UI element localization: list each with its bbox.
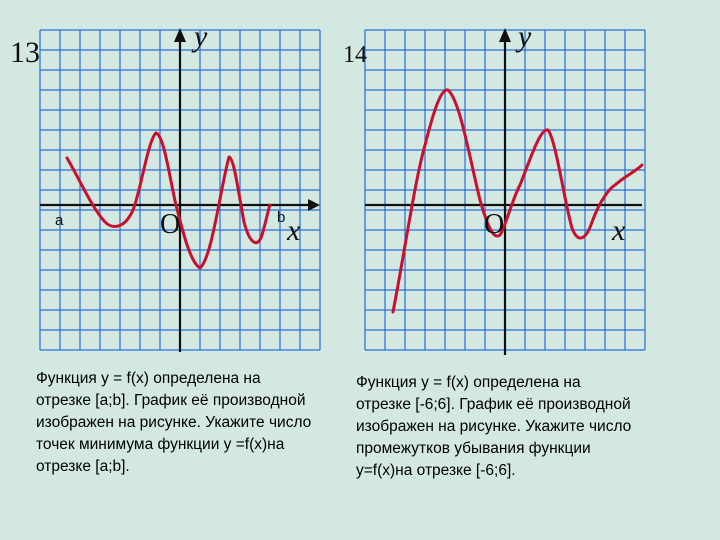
description-13-line: отрезке [a;b].: [36, 458, 130, 475]
origin-label-13: O: [160, 209, 180, 240]
graph-14: 14 y x O: [343, 20, 646, 355]
description-14-line: отрезке [-6;6]. График её производной: [356, 396, 631, 413]
x-axis-label-14: x: [611, 214, 626, 247]
description-13-line: изображен на рисунке. Укажите число: [36, 414, 312, 431]
description-13-line: точек минимума функции y =f(x)на: [36, 436, 285, 453]
y-axis-arrow-13: [174, 28, 186, 42]
description-14-line: Функция y = f(x) определена на: [356, 374, 581, 391]
graph-number-14: 14: [343, 42, 367, 68]
b-label: b: [277, 209, 285, 226]
x-axis-arrow-13: [308, 199, 320, 211]
y-axis-label-13: y: [191, 20, 208, 53]
derivative-curve-13: [65, 131, 272, 270]
x-axis-label-13: x: [286, 214, 301, 247]
description-14-line: промежутков убывания функции: [356, 440, 591, 457]
description-14-line: изображен на рисунке. Укажите число: [356, 418, 632, 435]
origin-label-14: O: [484, 209, 504, 240]
description-13-line: Функция y = f(x) определена на: [36, 370, 261, 387]
description-14-line: y=f(x)на отрезке [-6;6].: [356, 462, 516, 479]
a-label: a: [55, 212, 64, 229]
graph-number-13: 13: [10, 36, 40, 69]
derivative-curve-14: [391, 88, 644, 314]
description-13-line: отрезке [a;b]. График её производной: [36, 392, 306, 409]
y-axis-label-14: y: [515, 20, 532, 53]
description-13: Функция y = f(x) определена на отрезке […: [36, 368, 311, 478]
y-axis-arrow-14: [499, 28, 511, 42]
graph-13: 13 y x O a b: [10, 20, 321, 352]
description-14: Функция y = f(x) определена на отрезке […: [356, 372, 631, 482]
